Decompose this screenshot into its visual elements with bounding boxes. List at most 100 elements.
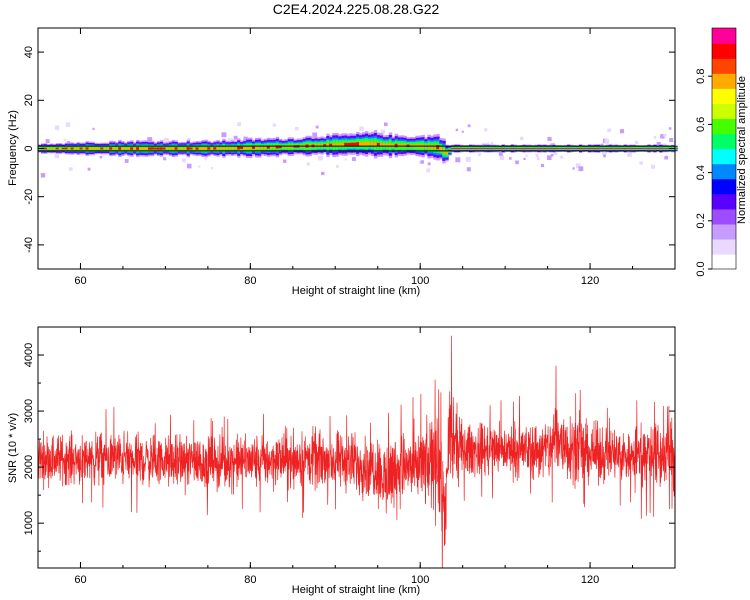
colorbar-swatch <box>712 238 736 255</box>
heatmap-speckle <box>92 127 95 130</box>
heatmap-cell <box>103 147 107 150</box>
heatmap-cell <box>373 142 378 147</box>
colorbar-swatch <box>712 28 736 44</box>
heatmap-cell <box>445 151 449 155</box>
y-tick-label: -20 <box>23 189 35 205</box>
heatmap-speckle <box>467 124 471 128</box>
heatmap-cell <box>79 147 83 150</box>
heatmap-cell <box>329 143 333 147</box>
heatmap-cell <box>350 142 354 146</box>
heatmap-cell <box>662 147 666 149</box>
snr-xlabel: Height of straight line (km) <box>292 584 420 596</box>
heatmap-speckle <box>540 163 545 168</box>
heatmap-cell <box>263 146 268 149</box>
heatmap-cell <box>632 147 636 150</box>
heatmap-speckle <box>40 173 46 178</box>
heatmap-cell <box>115 147 119 150</box>
heatmap-speckle <box>536 157 540 161</box>
heatmap-cell <box>605 147 610 150</box>
heatmap-speckle <box>660 134 665 139</box>
heatmap-cell <box>323 144 327 147</box>
heatmap-cell <box>596 147 601 150</box>
heatmap-speckle <box>520 136 524 141</box>
heatmap-cell <box>326 143 330 147</box>
heatmap-speckle <box>486 142 489 145</box>
heatmap-speckle <box>575 163 581 169</box>
colorbar-swatch <box>712 193 736 210</box>
heatmap-cell <box>567 147 571 150</box>
colorbar-swatch <box>712 58 736 74</box>
heatmap-speckle <box>656 142 661 147</box>
heatmap-cell <box>210 147 214 150</box>
heatmap-speckle <box>523 157 526 160</box>
heatmap-speckle <box>490 142 494 145</box>
y-tick-label: 0 <box>23 145 35 151</box>
heatmap-cell <box>82 147 86 150</box>
heatmap-cell <box>555 148 559 149</box>
heatmap-speckle <box>426 168 431 173</box>
heatmap-cell <box>85 147 89 150</box>
heatmap-cell <box>638 148 642 149</box>
heatmap-cell <box>61 147 66 150</box>
heatmap-cell <box>255 146 259 150</box>
heatmap-cell <box>590 147 595 150</box>
heatmap-cell <box>249 146 253 150</box>
heatmap-speckle <box>664 155 669 160</box>
heatmap-cell <box>451 147 455 150</box>
heatmap-cell <box>498 148 503 149</box>
heatmap-speckle <box>650 164 655 169</box>
heatmap-speckle <box>560 155 564 159</box>
heatmap-speckle <box>603 154 606 158</box>
heatmap-cell <box>246 146 250 150</box>
heatmap-cell <box>617 147 622 149</box>
heatmap-cell <box>284 145 289 148</box>
heatmap-cell <box>463 148 467 149</box>
heatmap-cell <box>460 147 464 149</box>
heatmap-speckle <box>147 137 153 142</box>
heatmap-cell <box>519 148 523 150</box>
heatmap-cell <box>73 147 78 150</box>
heatmap-speckle <box>602 152 606 156</box>
heatmap-cell <box>46 147 51 150</box>
heatmap-cell <box>436 145 440 150</box>
heatmap-cell <box>430 145 434 149</box>
heatmap-cell <box>635 148 639 149</box>
heatmap-speckle <box>627 152 632 157</box>
heatmap-cell <box>168 147 173 150</box>
heatmap-cell <box>201 147 205 150</box>
heatmap-cell <box>240 146 244 149</box>
heatmap-cell <box>608 147 613 150</box>
heatmap-cell <box>91 147 95 150</box>
colorbar-ticks: 0.0 0.2 0.4 0.6 0.8 <box>695 69 712 277</box>
heatmap-cell <box>582 148 586 150</box>
heatmap-cell <box>344 142 348 147</box>
heatmap-speckle <box>669 138 674 142</box>
heatmap-cell <box>219 147 223 150</box>
heatmap-speckle <box>663 133 667 137</box>
heatmap-speckle <box>499 155 505 160</box>
heatmap-cell <box>513 147 517 150</box>
heatmap-cell <box>516 148 520 149</box>
heatmap-cell <box>483 147 488 150</box>
heatmap-cell <box>180 147 185 150</box>
heatmap-cell <box>457 147 461 150</box>
heatmap-cell <box>427 144 431 149</box>
colorbar-tick-label: 0.2 <box>695 213 707 228</box>
heatmap-cell <box>469 147 473 150</box>
heatmap-speckle <box>163 157 167 161</box>
heatmap-cell <box>365 141 369 146</box>
heatmap-cell <box>335 143 339 147</box>
heatmap-speckle <box>243 136 248 141</box>
heatmap-cell <box>55 147 60 150</box>
heatmap-cell <box>439 147 443 151</box>
heatmap-speckle <box>204 158 207 161</box>
snr-panel: 60 80 100 120 1000 2000 3000 4000 Height of str… <box>7 326 676 596</box>
heatmap-cell <box>88 147 92 150</box>
heatmap-cell <box>258 146 262 150</box>
heatmap-speckle <box>455 157 461 163</box>
colorbar: 0.0 0.2 0.4 0.6 0.8 Normalized spectral ampl… <box>695 27 748 277</box>
heatmap-cell <box>602 148 607 149</box>
heatmap-speckle <box>420 160 424 164</box>
colorbar-tick-label: 0.4 <box>695 165 707 180</box>
